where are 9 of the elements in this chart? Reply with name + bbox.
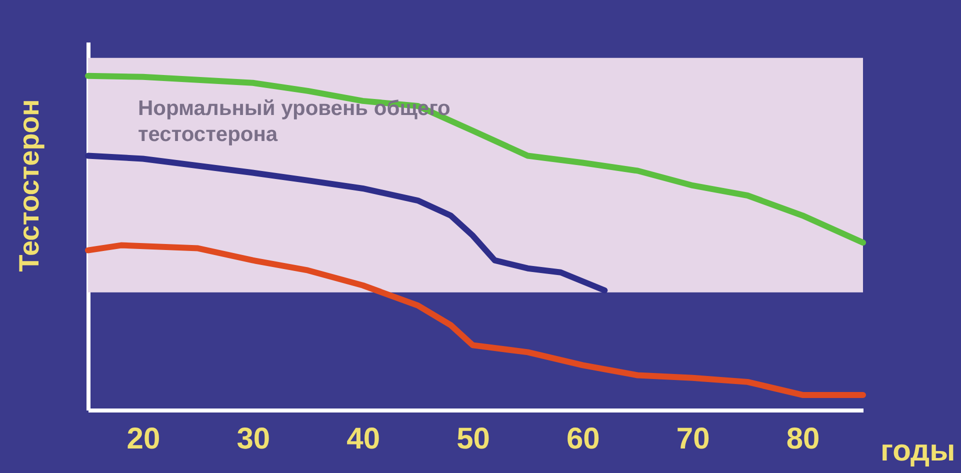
x-axis-title: годы [880,434,956,468]
x-tick-label: 50 [456,422,490,456]
x-tick-label: 70 [676,422,710,456]
x-tick-label: 30 [236,422,270,456]
x-tick-label: 60 [566,422,600,456]
x-tick-label: 80 [786,422,820,456]
x-tick-label: 20 [126,422,160,456]
y-axis-title: Тестостерон [14,99,44,272]
x-tick-label: 40 [346,422,380,456]
